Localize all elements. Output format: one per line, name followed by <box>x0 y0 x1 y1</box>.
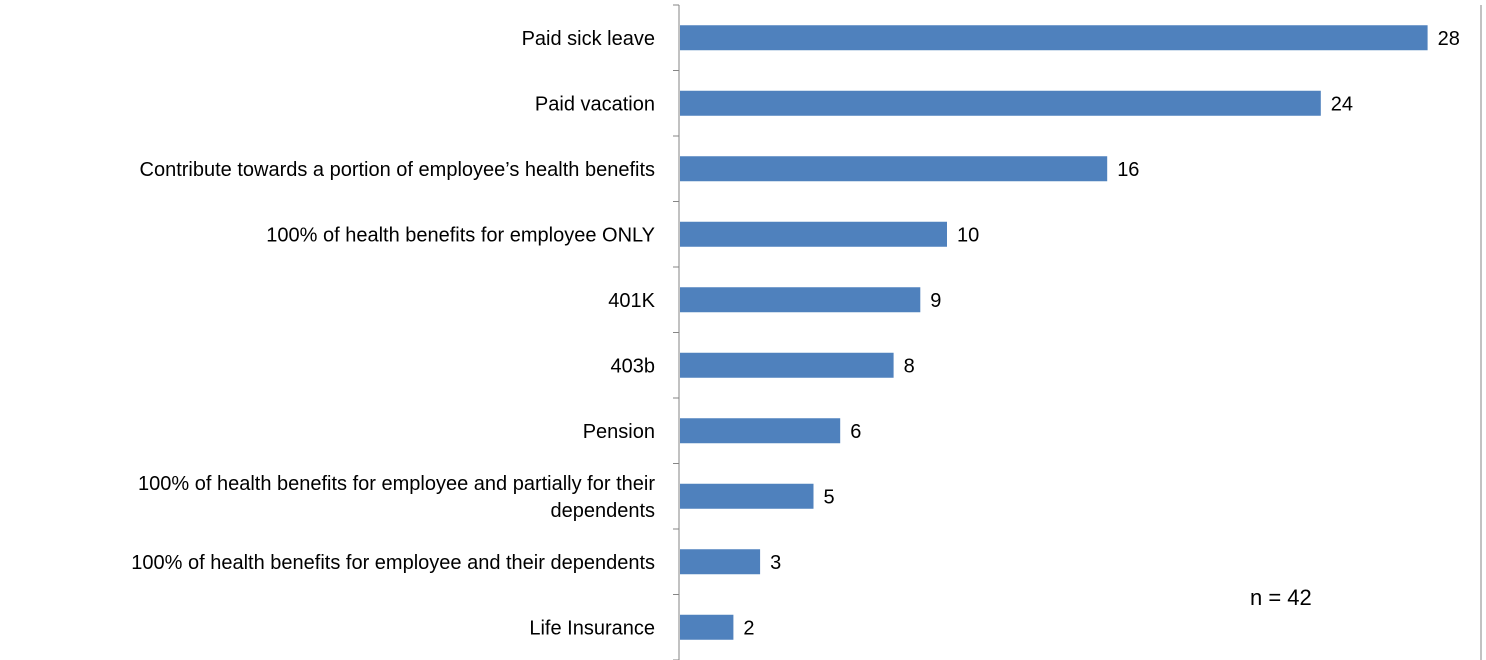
category-label-line: Contribute towards a portion of employee… <box>140 159 656 181</box>
category-label: 100% of health benefits for employee and… <box>131 552 655 574</box>
bar-value-label: 3 <box>770 552 781 574</box>
category-label-line: dependents <box>550 500 655 522</box>
category-label: 100% of health benefits for employee and… <box>138 473 655 522</box>
bar <box>680 25 1428 51</box>
bar <box>680 614 734 640</box>
bar <box>680 418 841 444</box>
category-label-line: 401K <box>608 290 655 312</box>
bar-value-label: 16 <box>1117 159 1139 181</box>
category-label-line: 100% of health benefits for employee and… <box>131 552 655 574</box>
bar <box>680 156 1108 182</box>
category-label: 403b <box>611 355 656 377</box>
category-label-line: Pension <box>583 421 655 443</box>
bar-value-label: 10 <box>957 224 979 246</box>
bar <box>680 90 1321 116</box>
category-label: 401K <box>608 290 655 312</box>
bar-value-label: 24 <box>1331 93 1353 115</box>
category-label: 100% of health benefits for employee ONL… <box>266 224 655 246</box>
sample-size-annotation: n = 42 <box>1250 585 1312 610</box>
category-label-line: Paid sick leave <box>522 28 655 50</box>
category-label-line: Life Insurance <box>529 617 655 639</box>
bar-value-label: 6 <box>850 421 861 443</box>
category-label-line: Paid vacation <box>535 93 655 115</box>
category-label-line: 100% of health benefits for employee ONL… <box>266 224 655 246</box>
axis-layer <box>673 4 1482 660</box>
category-label: Pension <box>583 421 655 443</box>
bars-layer <box>680 25 1428 640</box>
bar <box>680 221 947 247</box>
bar-value-label: 5 <box>824 486 835 508</box>
bar <box>680 549 761 575</box>
bar <box>680 483 814 509</box>
bar-value-label: 9 <box>930 290 941 312</box>
category-label: Paid sick leave <box>522 28 655 50</box>
category-label-line: 403b <box>611 355 656 377</box>
category-label: Paid vacation <box>535 93 655 115</box>
annotation-layer: n = 42 <box>1250 585 1312 610</box>
bar <box>680 287 921 313</box>
bar-value-label: 2 <box>743 617 754 639</box>
category-label: Life Insurance <box>529 617 655 639</box>
category-label-line: 100% of health benefits for employee and… <box>138 473 655 495</box>
category-label: Contribute towards a portion of employee… <box>140 159 656 181</box>
bar-value-label: 28 <box>1438 28 1460 50</box>
bar <box>680 352 894 378</box>
bar-value-label: 8 <box>904 355 915 377</box>
